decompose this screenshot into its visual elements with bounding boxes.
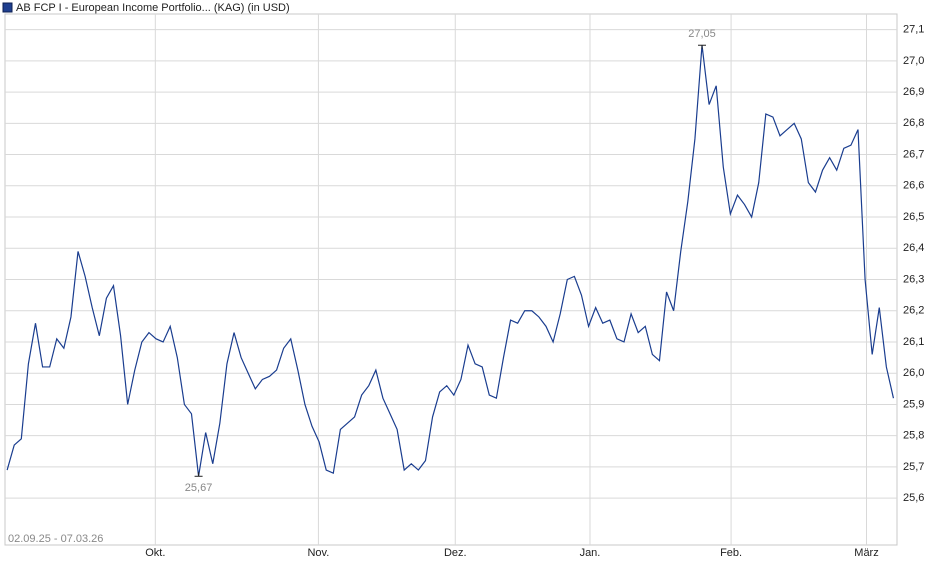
x-tick-label: Nov. — [307, 547, 329, 559]
y-tick-label: 25,7 — [903, 461, 924, 473]
chart-title: AB FCP I - European Income Portfolio... … — [16, 2, 290, 14]
y-tick-label: 25,6 — [903, 492, 924, 504]
y-tick-label: 26,5 — [903, 211, 924, 223]
y-tick-label: 26,4 — [903, 242, 924, 254]
y-tick-label: 26,3 — [903, 273, 924, 285]
date-range: 02.09.25 - 07.03.26 — [8, 533, 103, 545]
y-tick-label: 26,8 — [903, 117, 924, 129]
y-tick-label: 26,9 — [903, 86, 924, 98]
legend-swatch — [2, 2, 13, 13]
x-tick-label: Okt. — [145, 547, 165, 559]
x-tick-label: Feb. — [720, 547, 742, 559]
x-tick-label: Jan. — [580, 547, 601, 559]
x-tick-label: März — [854, 547, 878, 559]
y-tick-label: 26,1 — [903, 336, 924, 348]
y-tick-label: 26,7 — [903, 148, 924, 160]
y-tick-label: 27,0 — [903, 55, 924, 67]
y-tick-label: 26,2 — [903, 305, 924, 317]
price-line — [6, 45, 895, 477]
extreme-label: 25,67 — [185, 482, 213, 494]
y-tick-label: 26,0 — [903, 367, 924, 379]
x-tick-label: Dez. — [444, 547, 467, 559]
y-tick-label: 26,6 — [903, 180, 924, 192]
y-tick-label: 27,1 — [903, 24, 924, 36]
y-tick-label: 25,9 — [903, 398, 924, 410]
y-tick-label: 25,8 — [903, 430, 924, 442]
extreme-label: 27,05 — [688, 28, 716, 40]
